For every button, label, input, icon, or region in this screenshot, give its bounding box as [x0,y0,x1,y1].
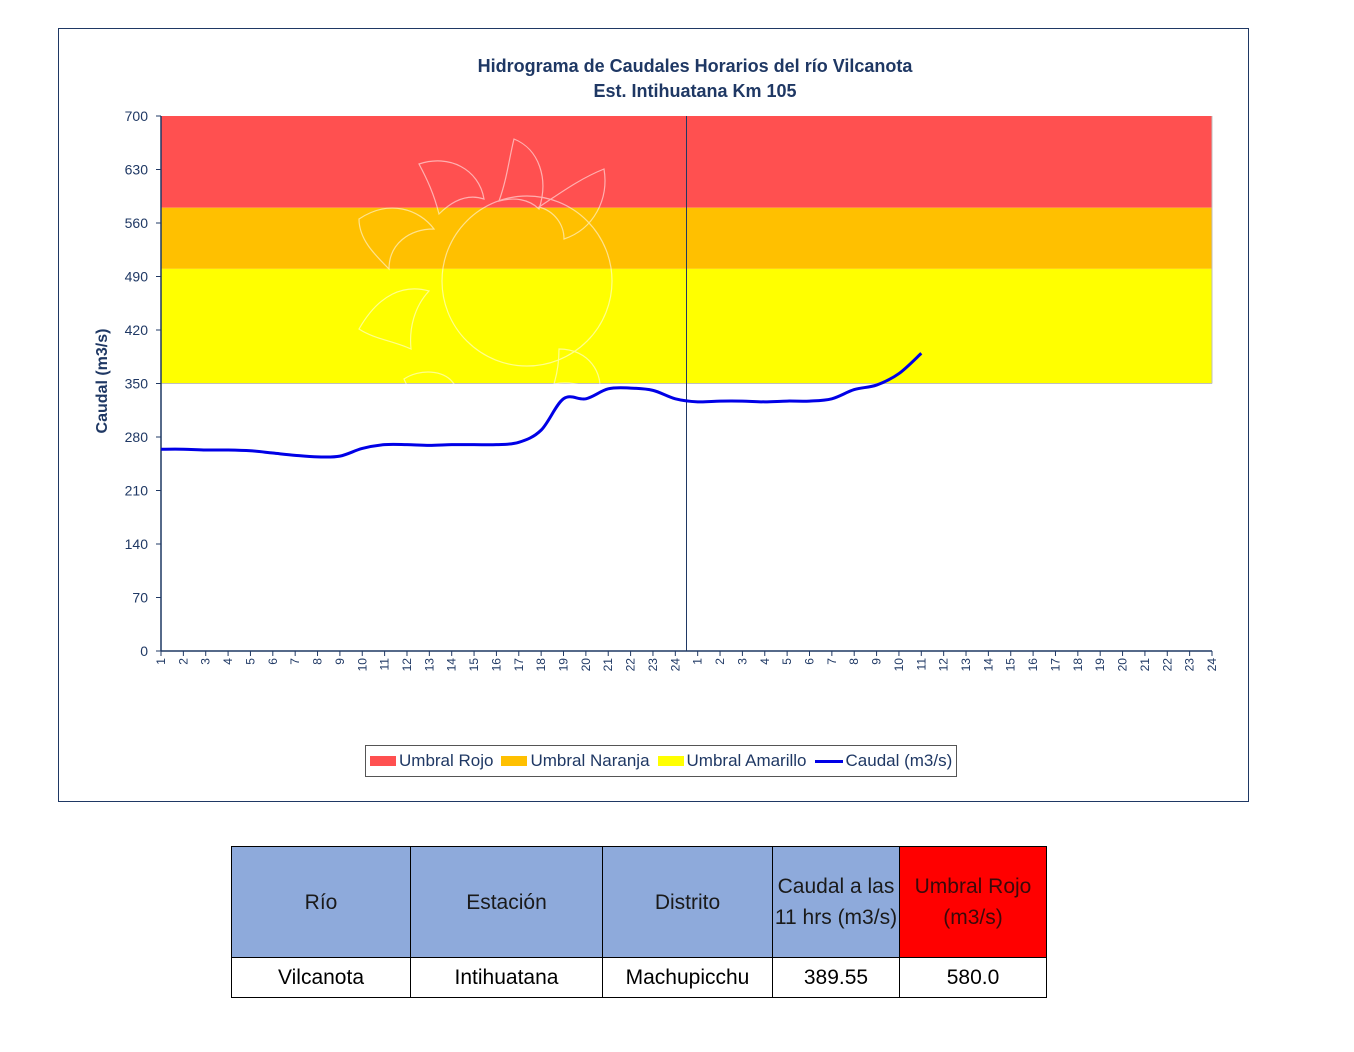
y-tick-label: 630 [125,162,149,178]
legend-item-naranja: Umbral Naranja [501,751,650,771]
y-tick-label: 280 [125,429,149,445]
table-header-umbral-rojo: Umbral Rojo (m3/s) [899,846,1047,958]
x-tick-label: 3 [735,658,749,665]
x-tick-label: 17 [512,658,526,672]
table-cell-umbral-rojo: 580.0 [899,957,1047,998]
legend-swatch-naranja [501,756,528,766]
x-tick-label: 24 [668,658,682,672]
x-tick-label: 21 [1138,658,1152,672]
y-tick-label: 560 [125,215,149,231]
x-tick-label: 11 [914,658,928,671]
x-tick-label: 18 [534,658,548,672]
x-tick-label: 2 [176,658,190,665]
x-tick-label: 13 [422,658,436,672]
y-tick-label: 350 [125,376,149,392]
table-header-caudal: Caudal a las 11 hrs (m3/s) [772,846,900,958]
x-tick-label: 14 [445,658,459,672]
table-cell-distrito: Machupicchu [602,957,773,998]
x-tick-label: 8 [847,658,861,665]
legend-line-caudal [814,759,843,763]
legend-swatch-rojo [370,756,396,766]
y-axis-label: Caudal (m3/s) [94,329,111,434]
x-tick-label: 13 [959,658,973,672]
x-tick-label: 10 [355,658,369,672]
x-tick-label: 23 [1183,658,1197,672]
table-header-distrito: Distrito [602,846,773,958]
x-tick-label: 17 [1048,658,1062,672]
sun-watermark-icon [358,138,613,416]
x-tick-label: 18 [1071,658,1085,672]
x-tick-label: 9 [870,658,884,665]
y-tick-label: 490 [125,269,149,285]
legend-label: Caudal (m3/s) [845,751,953,770]
y-tick-label: 420 [125,322,149,338]
table-cell-rio: Vilcanota [231,957,411,998]
x-tick-label: 3 [199,658,213,665]
x-tick-label: 19 [557,658,571,672]
x-tick-label: 19 [1093,658,1107,672]
legend-item-caudal: Caudal (m3/s) [814,751,953,771]
x-tick-label: 12 [937,658,951,672]
legend-label: Umbral Rojo [399,751,494,770]
table-header-row: Río Estación Distrito Caudal a las 11 hr… [231,846,1047,958]
x-tick-label: 15 [467,658,481,672]
x-tick-label: 1 [154,658,168,665]
x-tick-label: 8 [311,658,325,665]
x-tick-label: 23 [646,658,660,672]
y-tick-label: 700 [125,108,149,124]
x-tick-label: 16 [1026,658,1040,672]
legend-label: Umbral Amarillo [686,751,807,770]
x-tick-label: 15 [1004,658,1018,672]
table-header-estacion: Estación [410,846,603,958]
legend-label: Umbral Naranja [530,751,650,770]
x-tick-label: 6 [802,658,816,665]
legend-item-amarillo: Umbral Amarillo [657,751,807,771]
x-tick-label: 22 [624,658,638,672]
x-tick-label: 20 [1116,658,1130,672]
x-tick-label: 10 [892,658,906,672]
x-tick-label: 21 [601,658,615,672]
table-cell-estacion: Intihuatana [410,957,603,998]
x-tick-label: 5 [243,658,257,665]
table-cell-caudal: 389.55 [772,957,900,998]
x-tick-label: 11 [378,658,392,671]
chart-title: Hidrograma de Caudales Horarios del río … [478,56,914,76]
x-tick-label: 1 [691,658,705,665]
x-tick-label: 22 [1160,658,1174,672]
x-tick-label: 4 [758,658,772,665]
x-tick-label: 12 [400,658,414,672]
x-tick-label: 6 [266,658,280,665]
x-tick-label: 14 [981,658,995,672]
x-tick-label: 7 [825,658,839,665]
x-tick-label: 24 [1205,658,1219,672]
legend-swatch-amarillo [657,756,684,766]
y-tick-label: 210 [125,483,149,499]
table-header-rio: Río [231,846,411,958]
x-tick-label: 7 [288,658,302,665]
y-tick-label: 140 [125,536,149,552]
y-tick-label: 0 [140,643,148,659]
summary-table: Río Estación Distrito Caudal a las 11 hr… [231,846,1047,998]
chart-legend: Umbral Rojo Umbral Naranja Umbral Amaril… [365,745,958,777]
x-tick-label: 20 [579,658,593,672]
x-tick-label: 4 [221,658,235,665]
x-tick-label: 16 [489,658,503,672]
x-tick-label: 5 [780,658,794,665]
chart-subtitle: Est. Intihuatana Km 105 [593,81,796,101]
y-tick-label: 70 [132,590,148,606]
legend-item-rojo: Umbral Rojo [370,751,493,771]
x-tick-label: 2 [713,658,727,665]
table-row: Vilcanota Intihuatana Machupicchu 389.55… [231,957,1047,998]
x-tick-label: 9 [333,658,347,665]
